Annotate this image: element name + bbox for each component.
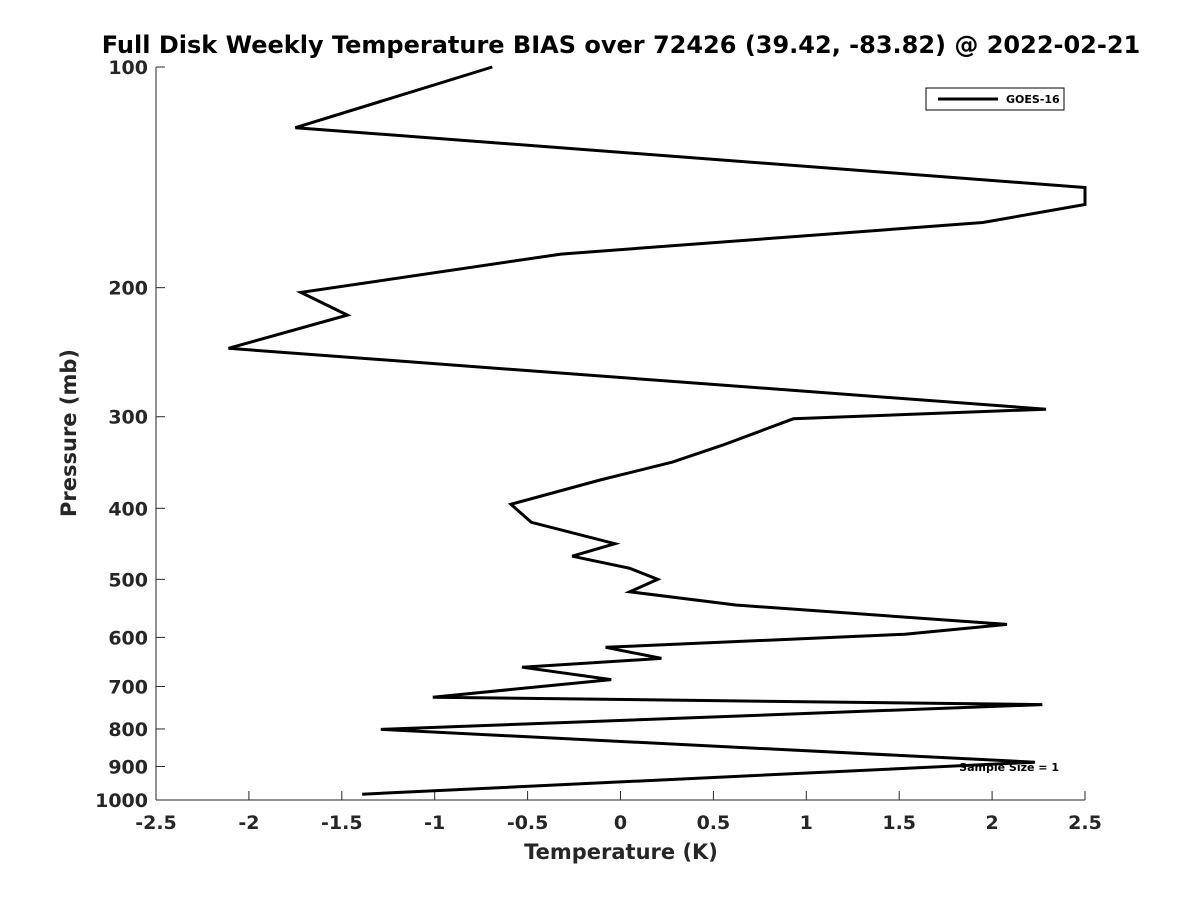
- y-tick-label: 200: [108, 278, 148, 300]
- y-tick-label: 500: [108, 569, 148, 591]
- x-axis-ticks: -2.5 -2 -1.5 -1 -0.5 0 0.5 1 1.5 2 2.5: [135, 791, 1102, 834]
- plot-lines: [228, 65, 1087, 796]
- x-axis-label: Temperature (K): [524, 840, 718, 864]
- x-tick-label: 1.5: [882, 812, 916, 834]
- x-tick-label: 1: [800, 812, 813, 834]
- x-tick-label: 0: [614, 812, 627, 834]
- y-tick-label: 300: [108, 407, 148, 429]
- y-tick-label: 400: [108, 498, 148, 520]
- y-tick-label: 700: [108, 676, 148, 698]
- legend-label: GOES-16: [1006, 93, 1060, 106]
- x-tick-label: -1: [424, 812, 445, 834]
- y-tick-label: 100: [108, 57, 148, 79]
- y-axis-label: Pressure (mb): [57, 349, 81, 517]
- legend: GOES-16: [925, 87, 1065, 111]
- chart-title: Full Disk Weekly Temperature BIAS over 7…: [102, 31, 1141, 59]
- y-tick-label: 1000: [95, 790, 148, 812]
- y-tick-label: 600: [108, 627, 148, 649]
- x-tick-label: -2: [238, 812, 259, 834]
- series-line-goes-16: [228, 65, 1087, 796]
- x-tick-label: 2: [985, 812, 998, 834]
- x-tick-label: -1.5: [321, 812, 363, 834]
- x-tick-label: 2.5: [1068, 812, 1102, 834]
- y-axis-ticks: 100 200 300 400 500 600 700 800 900 1000: [95, 57, 165, 812]
- sample-size-annotation: Sample Size = 1: [959, 761, 1059, 774]
- x-tick-label: 0.5: [697, 812, 731, 834]
- y-tick-label: 900: [108, 756, 148, 778]
- x-tick-label: -2.5: [135, 812, 177, 834]
- x-tick-label: -0.5: [507, 812, 549, 834]
- y-tick-label: 800: [108, 719, 148, 741]
